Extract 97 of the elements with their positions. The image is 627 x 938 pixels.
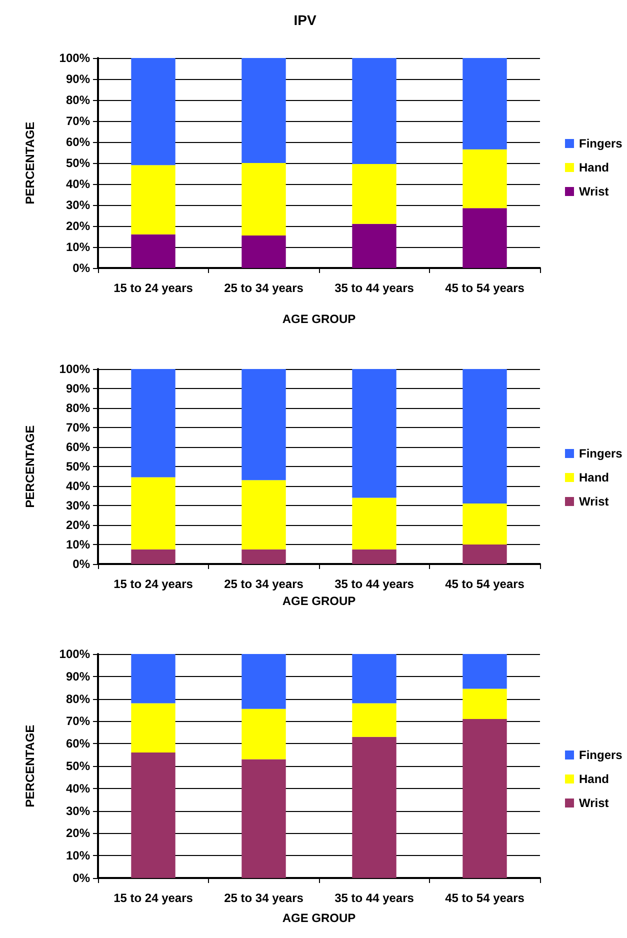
- bar: [352, 549, 396, 564]
- y-tick-label: 50%: [66, 460, 90, 474]
- y-tick-label: 50%: [66, 759, 90, 773]
- y-tick-label: 100%: [59, 647, 90, 661]
- y-tick-label: 100%: [59, 51, 90, 65]
- bar: [352, 654, 396, 704]
- y-tick-label: 20%: [66, 219, 90, 233]
- x-tick-label: 15 to 24 years: [114, 577, 194, 591]
- bar: [242, 759, 286, 878]
- bar: [242, 654, 286, 709]
- y-tick-label: 40%: [66, 781, 90, 796]
- chart-title: IPV: [294, 12, 317, 28]
- y-tick-label: 10%: [66, 240, 90, 254]
- y-tick-label: 30%: [66, 804, 90, 818]
- legend-label: Hand: [579, 772, 609, 786]
- bar: [462, 369, 507, 504]
- bar: [462, 208, 507, 268]
- y-tick-label: 20%: [66, 826, 90, 840]
- y-tick-label: 100%: [59, 362, 90, 376]
- y-tick-label: 50%: [66, 156, 90, 170]
- y-tick-label: 30%: [66, 498, 90, 512]
- bar: [131, 369, 176, 478]
- y-tick-label: 30%: [66, 198, 90, 212]
- x-axis-title: AGE GROUP: [282, 911, 356, 925]
- y-tick-label: 0%: [72, 557, 90, 571]
- x-tick-label: 35 to 44 years: [334, 891, 414, 905]
- bar: [242, 235, 286, 268]
- legend-label: Wrist: [579, 796, 609, 810]
- y-tick-label: 90%: [66, 669, 90, 684]
- y-tick-label: 80%: [66, 93, 90, 107]
- y-axis-title: PERCENTAGE: [23, 122, 37, 204]
- x-axis-title: AGE GROUP: [282, 312, 356, 326]
- bar: [131, 654, 176, 704]
- bar: [462, 718, 507, 878]
- x-tick-label: 45 to 54 years: [445, 577, 525, 591]
- x-tick-label: 35 to 44 years: [334, 577, 414, 591]
- bar: [352, 736, 396, 878]
- bar: [242, 549, 286, 564]
- y-axis-title: PERCENTAGE: [23, 425, 37, 508]
- x-tick-label: 25 to 34 years: [224, 577, 304, 591]
- bar: [242, 163, 286, 236]
- bar: [352, 369, 396, 498]
- bar: [462, 504, 507, 544]
- bar: [131, 477, 176, 550]
- y-tick-label: 70%: [66, 714, 90, 728]
- legend-label: Hand: [579, 470, 609, 484]
- bar: [352, 164, 396, 224]
- bar: [242, 480, 286, 550]
- y-tick-label: 60%: [66, 440, 90, 454]
- y-tick-label: 80%: [66, 401, 90, 415]
- bar: [242, 58, 286, 163]
- bar: [462, 58, 507, 150]
- legend-label: Wrist: [579, 184, 609, 198]
- x-axis-title: AGE GROUP: [282, 594, 356, 608]
- y-tick-label: 60%: [66, 135, 90, 149]
- bar: [242, 708, 286, 760]
- y-tick-label: 0%: [72, 261, 90, 275]
- legend-label: Hand: [579, 160, 609, 174]
- y-tick-label: 40%: [66, 177, 90, 191]
- bar: [352, 224, 396, 268]
- bar: [131, 549, 176, 564]
- y-tick-label: 70%: [66, 420, 90, 434]
- x-tick-label: 45 to 54 years: [445, 281, 525, 295]
- y-tick-label: 80%: [66, 692, 90, 706]
- x-tick-label: 25 to 34 years: [224, 281, 304, 295]
- legend-label: Fingers: [579, 136, 623, 150]
- x-tick-label: 25 to 34 years: [224, 891, 304, 905]
- bar: [462, 544, 507, 564]
- bar: [131, 58, 176, 166]
- x-tick-label: 15 to 24 years: [114, 281, 194, 295]
- x-tick-label: 45 to 54 years: [445, 891, 525, 905]
- y-tick-label: 60%: [66, 736, 90, 751]
- legend-label: Fingers: [579, 748, 623, 762]
- legend-label: Fingers: [579, 446, 623, 460]
- x-tick-label: 15 to 24 years: [114, 891, 194, 905]
- y-tick-label: 0%: [72, 871, 90, 885]
- y-axis-title: PERCENTAGE: [23, 724, 37, 808]
- bar: [131, 234, 176, 268]
- x-tick-label: 35 to 44 years: [334, 281, 414, 295]
- bar: [131, 165, 176, 234]
- bar: [131, 703, 176, 753]
- y-tick-label: 40%: [66, 479, 90, 493]
- y-tick-label: 10%: [66, 848, 90, 863]
- bar: [131, 752, 176, 878]
- y-tick-label: 90%: [66, 382, 90, 396]
- bar: [462, 149, 507, 208]
- y-tick-label: 10%: [66, 538, 90, 552]
- legend-label: Wrist: [579, 494, 609, 508]
- bar: [352, 703, 396, 737]
- bar: [242, 369, 286, 480]
- y-tick-label: 20%: [66, 518, 90, 532]
- y-tick-label: 70%: [66, 114, 90, 128]
- bar: [352, 498, 396, 550]
- y-tick-label: 90%: [66, 72, 90, 86]
- bar: [462, 688, 507, 719]
- bar: [352, 58, 396, 164]
- bar: [462, 654, 507, 689]
